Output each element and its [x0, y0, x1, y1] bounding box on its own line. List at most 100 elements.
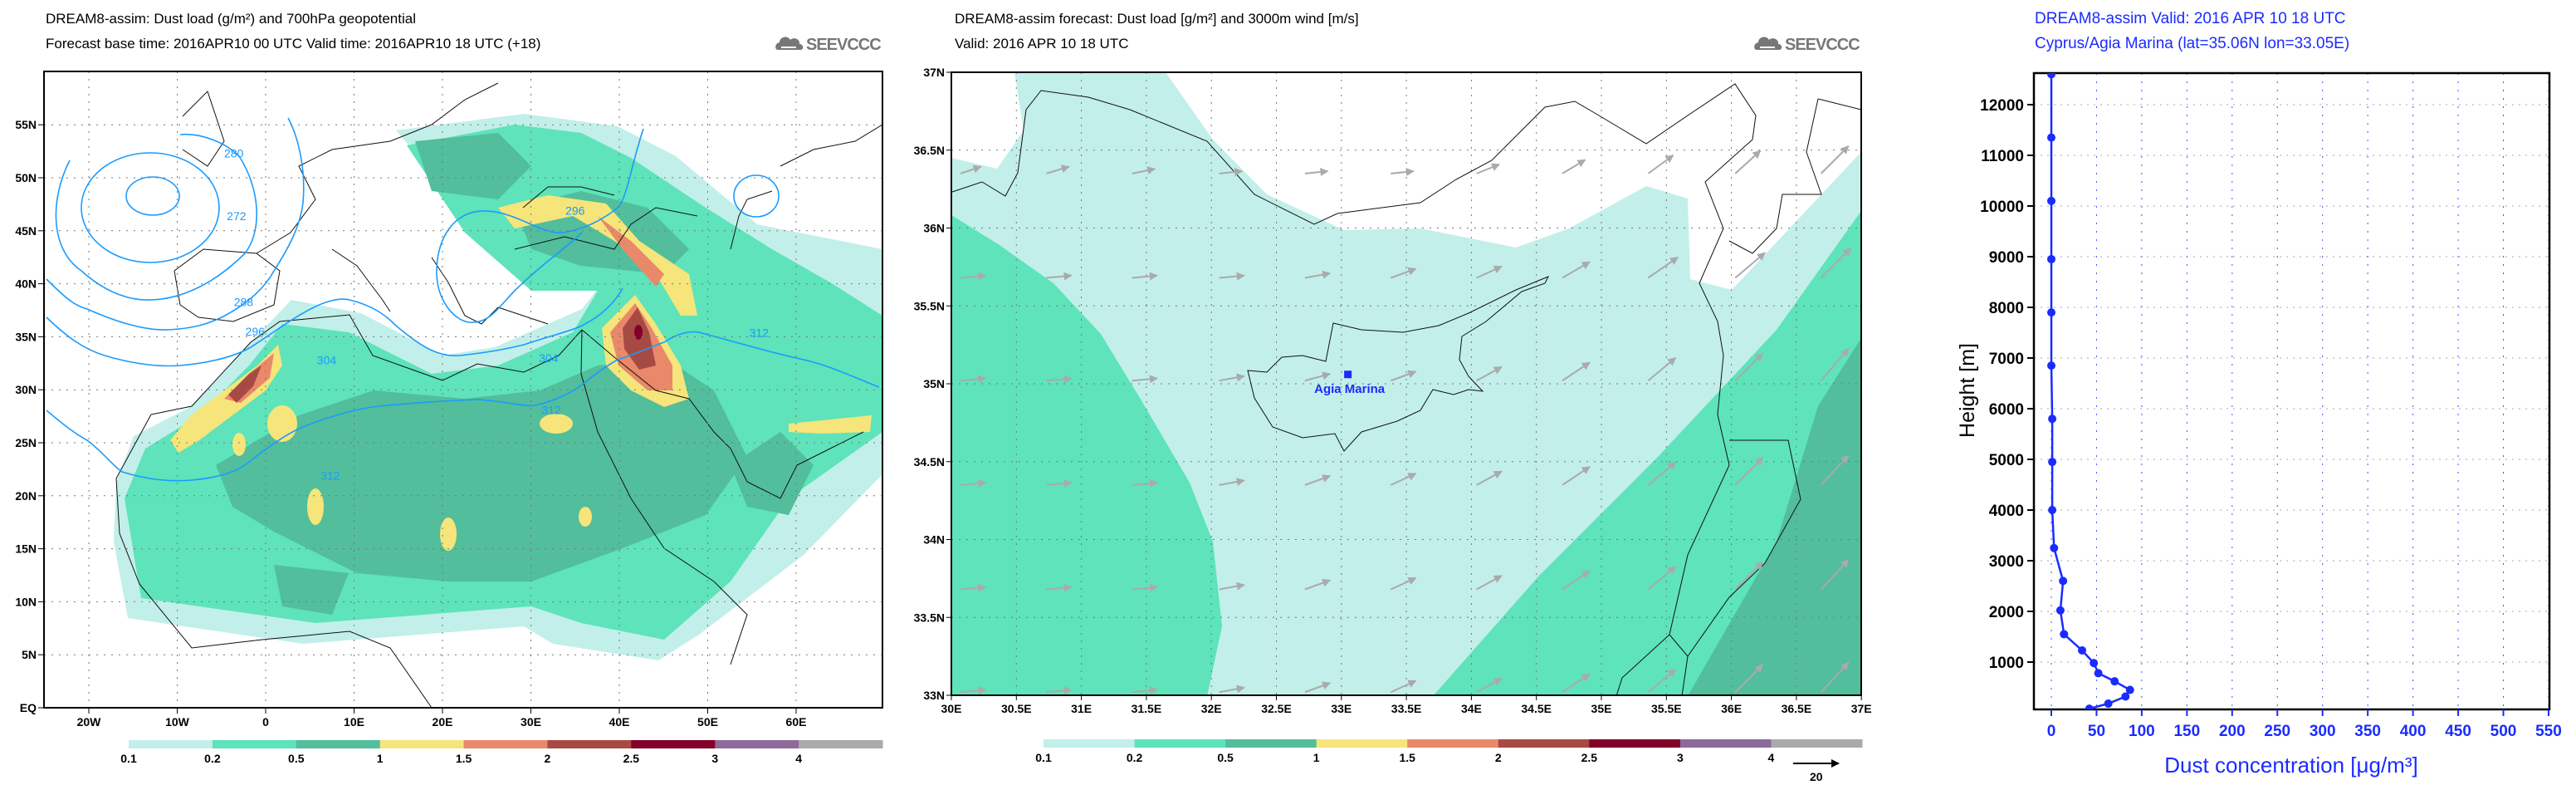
wind-arrow-icon: [960, 686, 987, 695]
wind-arrow-icon: [1647, 155, 1674, 174]
colorbar-swatch: [296, 740, 381, 748]
colorbar-swatch: [212, 740, 297, 748]
lon-tick-label: 35.5E: [1651, 702, 1682, 715]
profile-data-point: [2078, 645, 2087, 655]
middle-colorbar-label: 0.2: [1127, 751, 1143, 764]
left-map-panel: DREAM8-assim: Dust load (g/m²) and 700hP…: [15, 11, 883, 765]
profile-data-point: [2047, 73, 2055, 79]
lat-tick-label: 37N: [923, 66, 945, 79]
colorbar-swatch: [1044, 739, 1136, 748]
lon-tick-label: 20W: [77, 715, 102, 729]
middle-colorbar-label: 0.5: [1217, 751, 1234, 764]
wind-arrow-icon: [1132, 478, 1158, 488]
logo-text: SEEVCCC: [806, 36, 881, 54]
lat-tick-label: 55N: [15, 118, 37, 131]
contour-label: 296: [565, 204, 585, 218]
dust-profile-series: [2047, 73, 2134, 709]
y-tick-label: 5000: [1989, 452, 2024, 469]
left-colorbar-label: 1: [377, 752, 384, 765]
contour-296: [46, 117, 305, 331]
lon-tick-label: 32.5E: [1261, 702, 1292, 715]
middle-colorbar-label: 4: [1768, 751, 1775, 764]
contour-label: 304: [539, 351, 559, 365]
lon-tick-label: 10W: [165, 715, 190, 729]
middle-colorbar-label: 2: [1495, 751, 1502, 764]
wind-arrow-icon: [1219, 581, 1245, 591]
cyprus-outline: [1247, 276, 1550, 452]
lon-tick-label: 32E: [1201, 702, 1222, 715]
y-axis-label: Height [m]: [1956, 343, 1979, 438]
wind-arrow-icon: [1734, 352, 1764, 381]
wind-arrow-icon: [1476, 575, 1503, 591]
profile-data-point: [2050, 543, 2059, 552]
dust-level-0.2: [951, 215, 1222, 695]
chart-subtitle: Cyprus/Agia Marina (lat=35.06N lon=33.05…: [2035, 35, 2349, 52]
colorbar-swatch: [799, 740, 883, 748]
contour-label: 312: [320, 469, 340, 483]
geopotential-contours: [46, 117, 880, 482]
middle-map-plot: Agia Marina: [951, 72, 1861, 695]
wind-arrow-icon: [1820, 145, 1850, 174]
wind-arrow-icon: [1390, 267, 1417, 279]
y-tick-label: 2000: [1989, 604, 2024, 621]
wind-arrow-icon: [1046, 478, 1073, 488]
lat-tick-label: 25N: [15, 436, 37, 449]
contour-280: [81, 152, 220, 263]
station-label[interactable]: Agia Marina: [1314, 382, 1386, 396]
lon-tick-label: 33.5E: [1391, 702, 1422, 715]
wind-arrow-icon: [1476, 265, 1503, 279]
wind-arrow-icon: [1046, 375, 1073, 384]
lat-tick-label: 33N: [923, 689, 945, 702]
colorbar-swatch: [547, 740, 632, 748]
profile-data-point: [2090, 659, 2099, 668]
wind-arrow-icon: [1132, 686, 1158, 695]
wind-arrow-icon: [1390, 680, 1417, 694]
wind-arrow-icon: [1562, 570, 1591, 591]
colorbar-swatch: [1407, 739, 1499, 748]
wind-arrow-icon: [1476, 366, 1503, 382]
no-dust-region: [1166, 72, 1861, 290]
wind-arrow-icon: [1734, 664, 1764, 693]
chart-frame: [2032, 71, 2551, 711]
wind-key-label: 20: [1810, 770, 1823, 783]
wind-arrow-icon: [1562, 466, 1591, 486]
wind-arrow-icon: [1820, 454, 1850, 486]
middle-colorbar: 0.1 0.2 0.5 1 1.5 2 2.5 3 4: [1035, 739, 1863, 764]
middle-colorbar-label: 0.1: [1035, 751, 1052, 764]
lat-tick-label: 35N: [923, 377, 945, 390]
lon-tick-label: 30E: [941, 702, 962, 715]
profile-data-point: [2047, 255, 2055, 264]
contour-label: 304: [317, 353, 337, 366]
y-tick-label: 4000: [1989, 503, 2024, 520]
wind-vectors: [960, 145, 1852, 695]
y-tick-label: 3000: [1989, 553, 2024, 571]
wind-arrow-icon: [1046, 686, 1073, 695]
x-tick-label: 0: [2047, 723, 2056, 740]
y-tick-label: 12000: [1980, 97, 2024, 115]
y-tick-label: 11000: [1981, 148, 2024, 165]
contour-label: 280: [224, 147, 244, 160]
profile-data-point: [2110, 677, 2119, 686]
wind-arrow-icon: [1476, 677, 1503, 694]
colorbar-swatch: [1679, 739, 1772, 748]
wind-arrow-icon: [1820, 661, 1850, 693]
logo-text: SEEVCCC: [1785, 36, 1860, 54]
station-marker-icon[interactable]: [1344, 370, 1352, 379]
profile-data-point: [2085, 704, 2094, 709]
lat-tick-label: 34.5N: [914, 455, 945, 469]
wind-arrow-icon: [1390, 576, 1417, 591]
wind-arrow-icon: [1219, 684, 1245, 694]
middle-map-axis-ticks: 30E 30.5E 31E 31.5E 32E 32.5E 33E 33.5E 34E 34.5E…: [914, 66, 1872, 715]
left-map-subtitle: Forecast base time: 2016APR10 00 UTC Val…: [46, 36, 540, 52]
wind-arrow-icon: [1132, 272, 1158, 281]
lon-tick-label: 37E: [1851, 702, 1872, 715]
x-tick-label: 300: [2310, 723, 2336, 740]
lat-tick-label: 45N: [15, 224, 37, 238]
contour-312: [46, 331, 880, 482]
profile-data-point: [2047, 133, 2055, 142]
wind-arrow-icon: [1390, 370, 1417, 382]
left-colorbar-label: 2.5: [623, 752, 640, 765]
middle-map-panel: DREAM8-assim forecast: Dust load [g/m²] …: [914, 11, 1872, 783]
contour-296-aegean: [436, 128, 644, 323]
